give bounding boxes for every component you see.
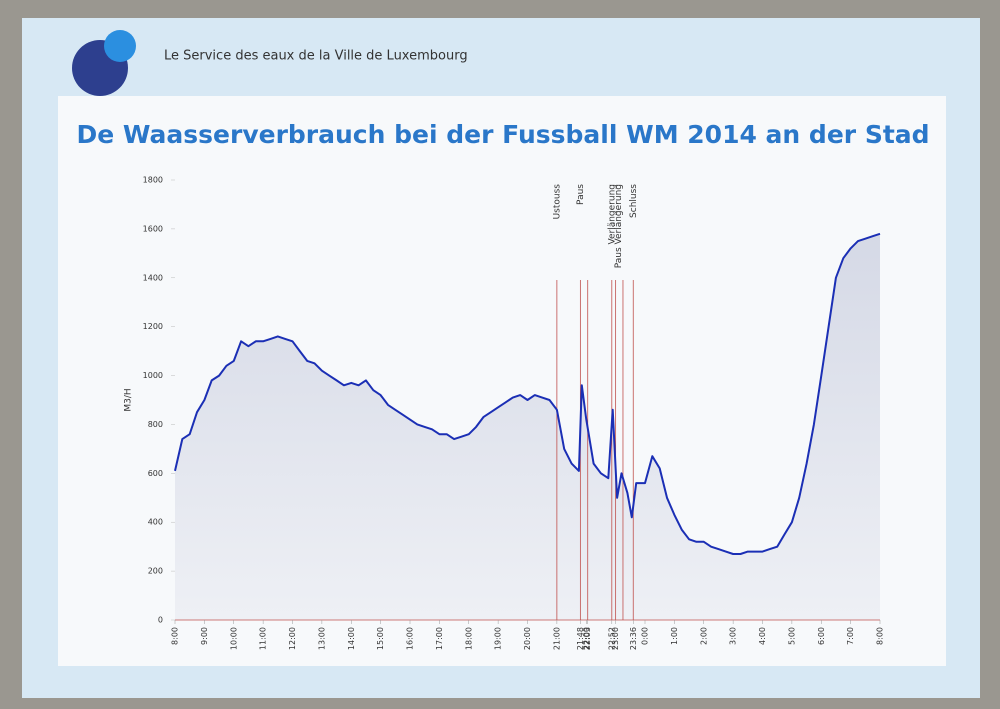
x-tick-label: 8:00 — [876, 627, 885, 645]
x-tick-label: 11:00 — [259, 627, 268, 650]
x-tick-label: 6:00 — [817, 627, 826, 645]
y-tick-label: 1800 — [143, 176, 163, 185]
x-tick-label: 15:00 — [376, 627, 385, 650]
x-tick-label: 3:00 — [729, 627, 738, 645]
x-tick-label: 21:00 — [552, 627, 561, 650]
y-tick-label: 1400 — [143, 273, 163, 282]
y-tick-label: 200 — [148, 567, 163, 576]
area — [175, 233, 880, 621]
x-tick-label: 22:03 — [583, 627, 592, 650]
y-tick-label: 800 — [148, 420, 163, 429]
y-tick-label: 1000 — [143, 371, 163, 380]
logo-badge — [104, 30, 136, 62]
x-tick-label: 21:48 — [576, 627, 585, 650]
y-tick-label: 1600 — [143, 224, 163, 233]
x-tick-label: 5:00 — [787, 627, 796, 645]
x-tick-label: 19:00 — [494, 627, 503, 650]
y-tick-label: 0 — [158, 616, 163, 625]
chart-title: De Waasserverbrauch bei der Fussball WM … — [76, 120, 929, 149]
x-tick-label: 14:00 — [347, 627, 356, 650]
event-label: Paus — [576, 184, 586, 205]
organization: Le Service des eaux de la Ville de Luxem… — [164, 49, 468, 64]
y-tick-label: 1200 — [143, 322, 163, 331]
event-label: Ustouss — [552, 184, 562, 220]
x-tick-label: 16:00 — [406, 627, 415, 650]
x-tick-label: 13:00 — [317, 627, 326, 650]
y-axis-label: M3/H — [124, 388, 134, 411]
x-tick-label: 10:00 — [229, 627, 238, 650]
x-tick-label: 17:00 — [435, 627, 444, 650]
x-tick-label: 2:00 — [699, 627, 708, 645]
line — [174, 232, 881, 555]
x-tick-label: 23:36 — [629, 627, 638, 650]
y-tick-label: 600 — [148, 469, 163, 478]
x-tick-label: 22:00 — [582, 627, 591, 650]
y-tick-label: 400 — [148, 518, 163, 527]
x-tick-label: 0:00 — [641, 627, 650, 645]
x-tick-label: 12:00 — [288, 627, 297, 650]
x-tick-label: 20:00 — [523, 627, 532, 650]
event-label: Paus Verlängerung — [614, 184, 624, 268]
x-tick-label: 8:00 — [171, 627, 180, 645]
x-tick-label: 18:00 — [464, 627, 473, 650]
event-label: Verlängerung — [607, 184, 617, 245]
x-tick-label: 7:00 — [846, 627, 855, 645]
x-tick-label: 9:00 — [200, 627, 209, 645]
x-tick-label: 22:52 — [607, 627, 616, 650]
x-tick-label: 23:00 — [611, 627, 620, 650]
x-tick-label: 1:00 — [670, 627, 679, 645]
x-tick-label: 4:00 — [758, 627, 767, 645]
event-label: Schluss — [629, 184, 639, 218]
